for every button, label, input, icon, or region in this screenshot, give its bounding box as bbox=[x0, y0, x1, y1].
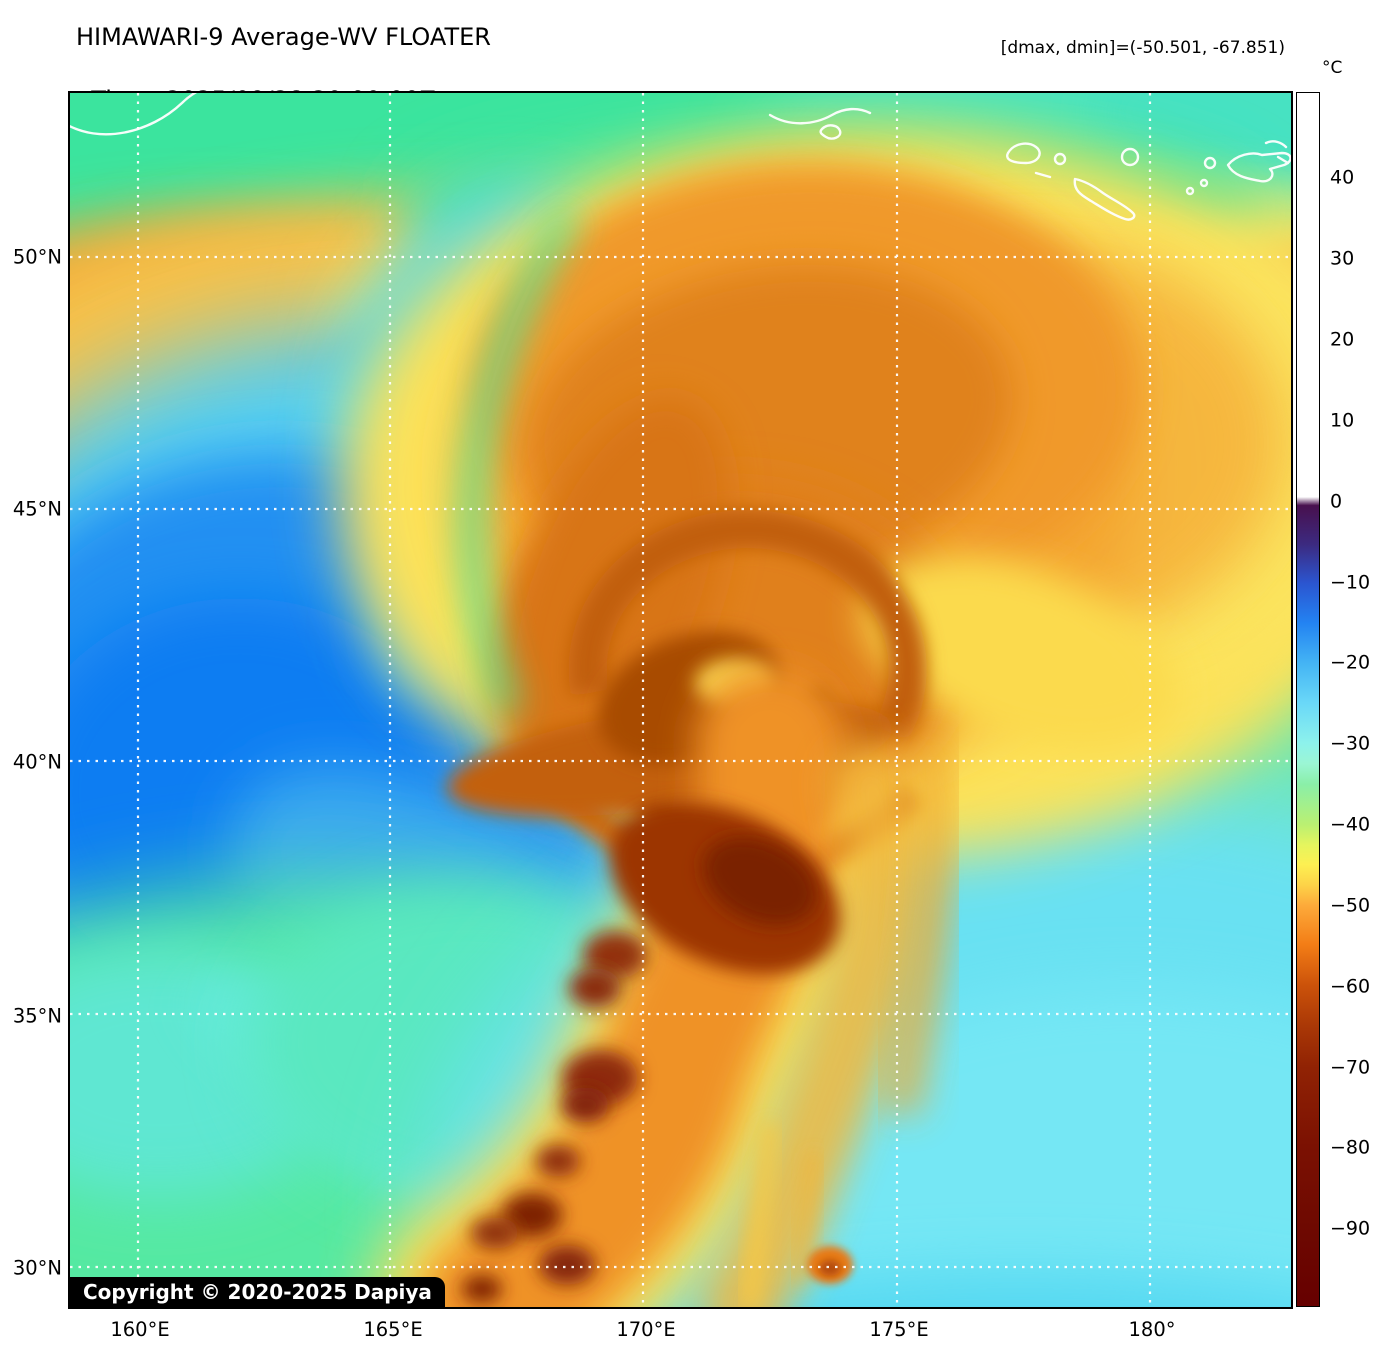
colorbar-tick: −40 bbox=[1330, 813, 1371, 836]
colorbar-tick: −50 bbox=[1330, 894, 1371, 917]
island-outline bbox=[1264, 140, 1288, 149]
lon-tick-label: 165°E bbox=[363, 1318, 423, 1341]
coastlines bbox=[70, 93, 1291, 221]
lat-tick-label: 45°N bbox=[12, 497, 62, 521]
lon-tick-label: 160°E bbox=[110, 1318, 170, 1341]
satellite-map bbox=[68, 91, 1293, 1309]
spiral-band-outer bbox=[568, 510, 927, 743]
colorbar-tick: 20 bbox=[1330, 328, 1355, 351]
colorbar-tick: −60 bbox=[1330, 975, 1371, 998]
lon-tick-label: 170°E bbox=[616, 1318, 676, 1341]
island-outline bbox=[1203, 156, 1217, 170]
colorbar-tick: 40 bbox=[1330, 166, 1355, 189]
lon-tick-label: 175°E bbox=[869, 1318, 929, 1341]
lat-tick-label: 35°N bbox=[12, 1004, 62, 1028]
island-outline bbox=[819, 124, 842, 140]
colorbar-tick: −10 bbox=[1330, 571, 1371, 594]
wv-imagery bbox=[70, 93, 1291, 1307]
kamchatka-coast bbox=[70, 93, 198, 136]
lat-tick-label: 30°N bbox=[12, 1256, 62, 1280]
island-outline bbox=[1120, 147, 1140, 167]
lon-tick-label: 180° bbox=[1128, 1318, 1176, 1341]
colorbar-tick: −80 bbox=[1330, 1136, 1371, 1159]
graticule bbox=[70, 93, 1291, 1307]
island-outline bbox=[1199, 178, 1209, 188]
colorbar-tick: −20 bbox=[1330, 651, 1371, 674]
lat-tick-label: 40°N bbox=[12, 750, 62, 774]
dmax-dmin-label: [dmax, dmin]=(-50.501, -67.851) bbox=[1000, 38, 1285, 58]
island-outline bbox=[1276, 155, 1290, 165]
colorbar-tick: −70 bbox=[1330, 1056, 1371, 1079]
colorbar-tick: −90 bbox=[1330, 1217, 1371, 1240]
colorbar-gradient bbox=[1297, 93, 1319, 1306]
colorbar-tick: 30 bbox=[1330, 247, 1355, 270]
title-line1: HIMAWARI-9 Average-WV FLOATER bbox=[76, 23, 491, 51]
west-edge-green-rim bbox=[459, 206, 581, 718]
convective-tail bbox=[420, 668, 957, 1307]
island-outline bbox=[1073, 177, 1136, 221]
island-outline bbox=[1006, 142, 1041, 165]
lat-tick-label: 50°N bbox=[12, 245, 62, 269]
colorbar bbox=[1296, 92, 1320, 1307]
island-outline bbox=[1185, 186, 1195, 196]
colorbar-tick: 0 bbox=[1330, 490, 1343, 513]
island-outline bbox=[1226, 151, 1291, 183]
copyright-badge: Copyright © 2020-2025 Dapiya bbox=[70, 1277, 445, 1307]
colorbar-tick: −30 bbox=[1330, 732, 1371, 755]
island-outline bbox=[1053, 152, 1067, 166]
colorbar-unit-label: °C bbox=[1322, 58, 1343, 78]
colorbar-tick: 10 bbox=[1330, 409, 1355, 432]
island-outline bbox=[768, 107, 872, 125]
island-outline bbox=[1034, 171, 1052, 179]
